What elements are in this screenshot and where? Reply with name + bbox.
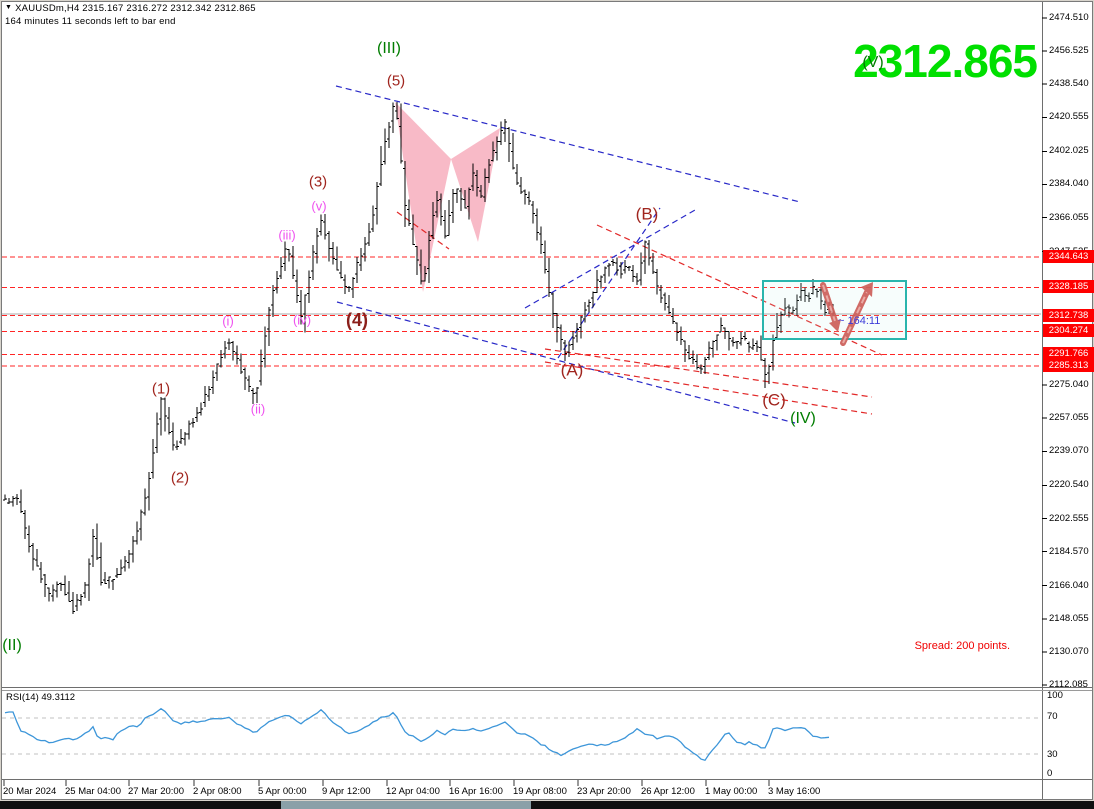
time-axis-label: 25 Mar 04:00 [65,786,121,797]
trendline-red-wing-segment[interactable] [396,211,450,250]
price-axis-label: 2384.040 [1049,178,1089,189]
time-axis-label: 27 Mar 20:00 [128,786,184,797]
wave-label-III[interactable]: (III) [377,40,401,57]
chevron-down-icon: ▼ [5,4,13,11]
wave-label-5[interactable]: (5) [386,72,406,90]
wave-label-ii[interactable]: (ii) [250,401,266,417]
trendline-red-channel-lower[interactable] [544,361,873,415]
price-axis-label: 2257.055 [1049,412,1089,423]
rsi-indicator-title: RSI(14) 49.3112 [6,692,76,703]
time-axis-label: 1 May 00:00 [705,786,758,797]
countdown-value: 164:11 [847,315,881,327]
price-axis-label: 2474.510 [1049,12,1089,23]
symbol-ohlc-text: XAUUSDm,H4 2315.167 2316.272 2312.342 23… [15,3,256,14]
time-axis-label: 20 Mar 2024 [3,786,57,797]
price-axis-highlighted-label: 2291.766 [1043,347,1094,360]
target-rectangle[interactable] [762,280,907,340]
price-axis-label: 2112.085 [1049,679,1088,690]
rsi-scale-label: 70 [1047,711,1058,722]
wave-label-4[interactable]: (4) [346,310,368,330]
rsi-scale-label: 0 [1047,768,1053,779]
price-axis-label: 2402.025 [1049,145,1089,156]
time-axis-label: 9 Apr 12:00 [322,786,371,797]
wave-label-i[interactable]: (i) [222,313,234,329]
price-axis-highlighted-label: 2344.643 [1043,250,1094,263]
bottom-strip [0,801,1094,809]
price-axis-label: 2275.040 [1049,379,1089,390]
spread-label: Spread: 200 points. [914,640,1010,652]
rsi-line [4,707,830,762]
price-axis-label: 2239.070 [1049,445,1089,456]
price-axis-label: 2184.570 [1049,546,1089,557]
price-axis-highlighted-label: 2328.185 [1043,280,1094,293]
countdown-icon: ~ [838,315,845,327]
price-axis-label: 2130.070 [1049,646,1089,657]
wave-label-II[interactable]: (II) [2,637,22,654]
price-axis-label: 2202.555 [1049,513,1089,524]
trendline-red-channel-upper[interactable] [544,348,873,398]
time-axis-label: 5 Apr 00:00 [258,786,307,797]
wave-label-3[interactable]: (3) [308,173,328,191]
price-axis-highlighted-label: 2285.313 [1043,359,1094,372]
harmonic-pattern-wing[interactable] [395,102,451,292]
price-axis-highlighted-label: 2312.738 [1043,309,1094,322]
wave-label-C[interactable]: (C) [762,390,786,410]
time-axis-label: 2 Apr 08:00 [193,786,242,797]
trendline-rising-b-shallow[interactable] [524,209,696,309]
rsi-scale-label: 30 [1047,749,1058,760]
price-axis-label: 2220.540 [1049,479,1089,490]
time-axis-label: 19 Apr 08:00 [513,786,567,797]
candle-countdown-badge[interactable]: ~ 164:11 [838,315,880,327]
bar-countdown-text: 164 minutes 11 seconds left to bar end [5,16,176,27]
current-price-display: 2312.865 [853,35,1038,87]
time-axis-label: 3 May 16:00 [768,786,821,797]
time-axis-label: 16 Apr 16:00 [449,786,503,797]
harmonic-pattern-wing[interactable] [451,128,500,242]
price-axis-label: 2456.525 [1049,45,1089,56]
rsi-scale-label: 100 [1047,690,1063,701]
ohlc-bars [3,102,835,614]
wave-label-V[interactable]: (V) [862,54,884,71]
wave-label-IV[interactable]: (IV) [790,410,816,427]
bottom-strip-segment [281,801,531,809]
wave-label-1[interactable]: (1) [151,380,171,398]
symbol-title: ▼ XAUUSDm,H4 2315.167 2316.272 2312.342 2… [5,3,256,14]
price-axis-label: 2420.555 [1049,111,1089,122]
time-axis-label: 12 Apr 04:00 [386,786,440,797]
price-axis-label: 2366.055 [1049,212,1089,223]
trendline-long-descending-iv[interactable] [336,301,796,424]
wave-label-2[interactable]: (2) [170,469,190,487]
price-axis-label: 2438.540 [1049,78,1089,89]
wave-label-iii[interactable]: (iii) [278,227,296,243]
price-axis-label: 2166.040 [1049,580,1089,591]
wave-label-A[interactable]: (A) [560,360,584,380]
down-arrow[interactable] [820,282,841,332]
price-axis-highlighted-label: 2304.274 [1043,324,1094,337]
time-axis-label: 23 Apr 20:00 [577,786,631,797]
time-axis-label: 26 Apr 12:00 [641,786,695,797]
price-axis-label: 2148.055 [1049,613,1089,624]
wave-label-iv[interactable]: (iv) [292,312,312,328]
trendline-rising-a-b-steep[interactable] [557,207,661,359]
wave-label-v[interactable]: (v) [311,198,327,214]
up-arrow[interactable] [840,282,873,346]
wave-label-B[interactable]: (B) [635,204,659,224]
